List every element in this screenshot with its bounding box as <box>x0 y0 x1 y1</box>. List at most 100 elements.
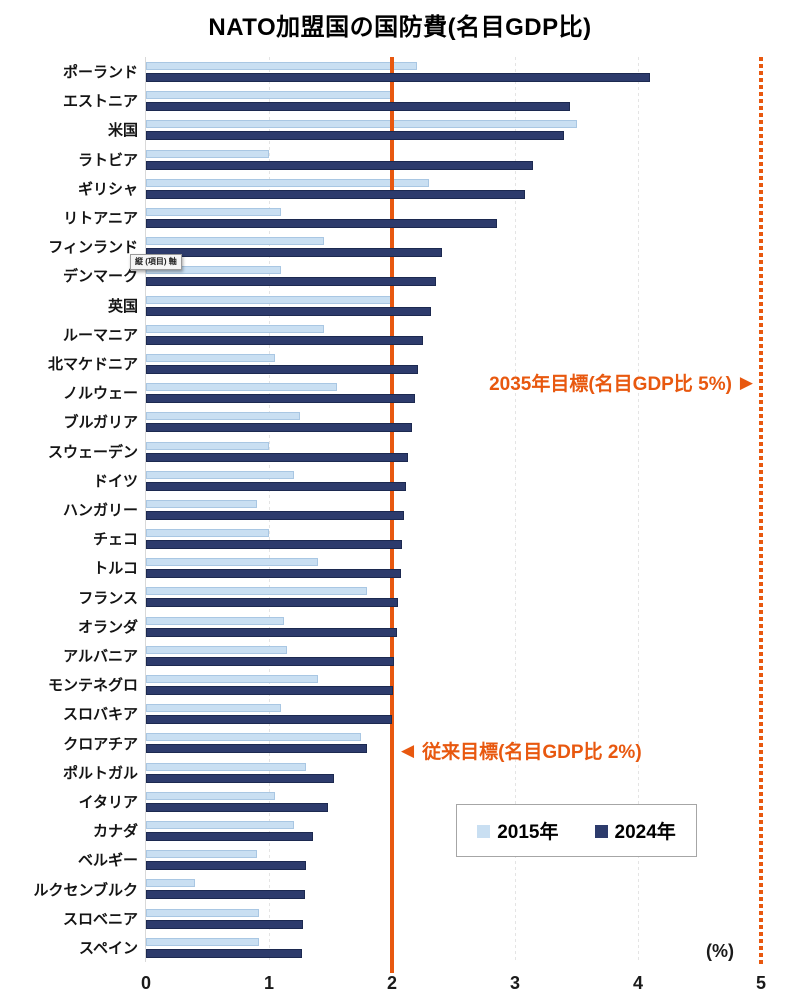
chart-row: ハンガリー <box>0 495 761 524</box>
bar-2015 <box>146 675 319 684</box>
bar-2024 <box>146 189 525 199</box>
category-label: 英国 <box>107 297 138 315</box>
x-tick-label: 3 <box>509 973 521 993</box>
category-label: ベルギー <box>77 852 138 870</box>
category-label: スペイン <box>79 939 138 957</box>
bar-2015 <box>146 558 319 567</box>
category-label: スウェーデン <box>47 443 138 461</box>
annotation-legacy-text: 従来目標(名目GDP比 2%) <box>422 742 642 763</box>
bar-2024 <box>146 218 497 228</box>
bar-2024 <box>146 394 416 404</box>
bar-2015 <box>146 704 282 713</box>
bar-2015 <box>146 266 282 275</box>
gridline <box>515 57 516 962</box>
bar-2015 <box>146 237 325 246</box>
bar-2015 <box>146 324 325 333</box>
bar-2015 <box>146 207 282 216</box>
bar-2024 <box>146 277 437 287</box>
bar-2015 <box>146 295 392 304</box>
chart-row: スペイン <box>0 933 761 962</box>
arrow-left-icon: ◀ <box>401 741 415 760</box>
bar-2015 <box>146 733 362 742</box>
chart-row: フィンランド <box>0 232 761 261</box>
chart-row: ギリシャ <box>0 174 761 203</box>
legend-swatch-2024 <box>594 825 608 838</box>
chart-row: デンマーク <box>0 261 761 290</box>
chart-row: チェコ <box>0 524 761 553</box>
bar-2024 <box>146 481 406 491</box>
x-tick-label: 0 <box>140 973 152 993</box>
bar-2015 <box>146 470 294 479</box>
bar-2015 <box>146 821 294 830</box>
legend-swatch-2015 <box>477 825 491 838</box>
chart-row: オランダ <box>0 612 761 641</box>
bar-2024 <box>146 802 329 812</box>
chart-row: ベルギー <box>0 845 761 874</box>
category-label: トルコ <box>93 560 138 578</box>
chart-row: ポルトガル <box>0 758 761 787</box>
legend: 2015年 2024年 <box>456 804 697 857</box>
chart-row: ノルウェー <box>0 378 761 407</box>
page-title: NATO加盟国の国防費(名目GDP比) <box>208 14 592 41</box>
y-axis-line <box>145 57 146 962</box>
bar-2024 <box>146 364 418 374</box>
bar-2024 <box>146 773 335 783</box>
bar-2015 <box>146 120 577 129</box>
category-label: ノルウェー <box>62 385 138 403</box>
chart-row: エストニア <box>0 86 761 115</box>
chart-row: モンテネグロ <box>0 670 761 699</box>
legend-label-2024: 2024年 <box>614 822 676 843</box>
bar-2024 <box>146 248 443 258</box>
bar-2024 <box>146 73 651 82</box>
bar-2024 <box>146 569 401 579</box>
chart-row: イタリア <box>0 787 761 816</box>
chart-row: スウェーデン <box>0 437 761 466</box>
bar-2024 <box>146 890 305 900</box>
bar-2024 <box>146 160 534 170</box>
x-tick-label: 2 <box>386 973 398 993</box>
bar-2015 <box>146 499 257 508</box>
chart-row: ドイツ <box>0 466 761 495</box>
bar-2015 <box>146 616 284 625</box>
bar-2015 <box>146 587 368 596</box>
bar-2015 <box>146 529 269 538</box>
bar-2024 <box>146 919 304 929</box>
legend-item-2024: 2024年 <box>594 817 676 844</box>
category-label: 北マケドニア <box>47 356 138 374</box>
annotation-2035-text: 2035年目標(名目GDP比 5%) <box>489 374 732 395</box>
category-label: フィンランド <box>48 239 138 257</box>
chart-row: トルコ <box>0 553 761 582</box>
bar-2015 <box>146 645 288 654</box>
bar-2015 <box>146 937 260 946</box>
bar-2024 <box>146 686 394 696</box>
bar-2015 <box>146 441 269 450</box>
bar-2015 <box>146 353 276 362</box>
chart-row: 米国 <box>0 115 761 144</box>
category-label: クロアチア <box>63 735 138 753</box>
category-label: リトアニア <box>63 210 138 228</box>
category-label: ハンガリー <box>62 501 138 519</box>
chart-row: クロアチア <box>0 728 761 757</box>
arrow-right-icon: ▶ <box>739 373 753 392</box>
bar-2015 <box>146 62 417 70</box>
category-label: ブルガリア <box>63 414 138 432</box>
bar-2024 <box>146 861 306 871</box>
chart-row: スロベニア <box>0 904 761 933</box>
bar-2024 <box>146 452 408 462</box>
bar-2015 <box>146 412 300 421</box>
chart-row: フランス <box>0 582 761 611</box>
category-label: ルクセンブルク <box>33 881 138 899</box>
x-tick-label: 1 <box>263 973 275 993</box>
category-label: チェコ <box>92 531 138 549</box>
bar-2015 <box>146 762 306 771</box>
bar-2024 <box>146 540 402 550</box>
bar-2024 <box>146 510 405 520</box>
bar-2024 <box>146 744 368 754</box>
chart-row: カナダ <box>0 816 761 845</box>
bar-2024 <box>146 335 423 345</box>
bar-2015 <box>146 791 276 800</box>
bar-2015 <box>146 850 257 859</box>
gridline <box>269 57 270 962</box>
category-label: アルバニア <box>63 647 138 665</box>
category-label: フランス <box>78 589 138 607</box>
